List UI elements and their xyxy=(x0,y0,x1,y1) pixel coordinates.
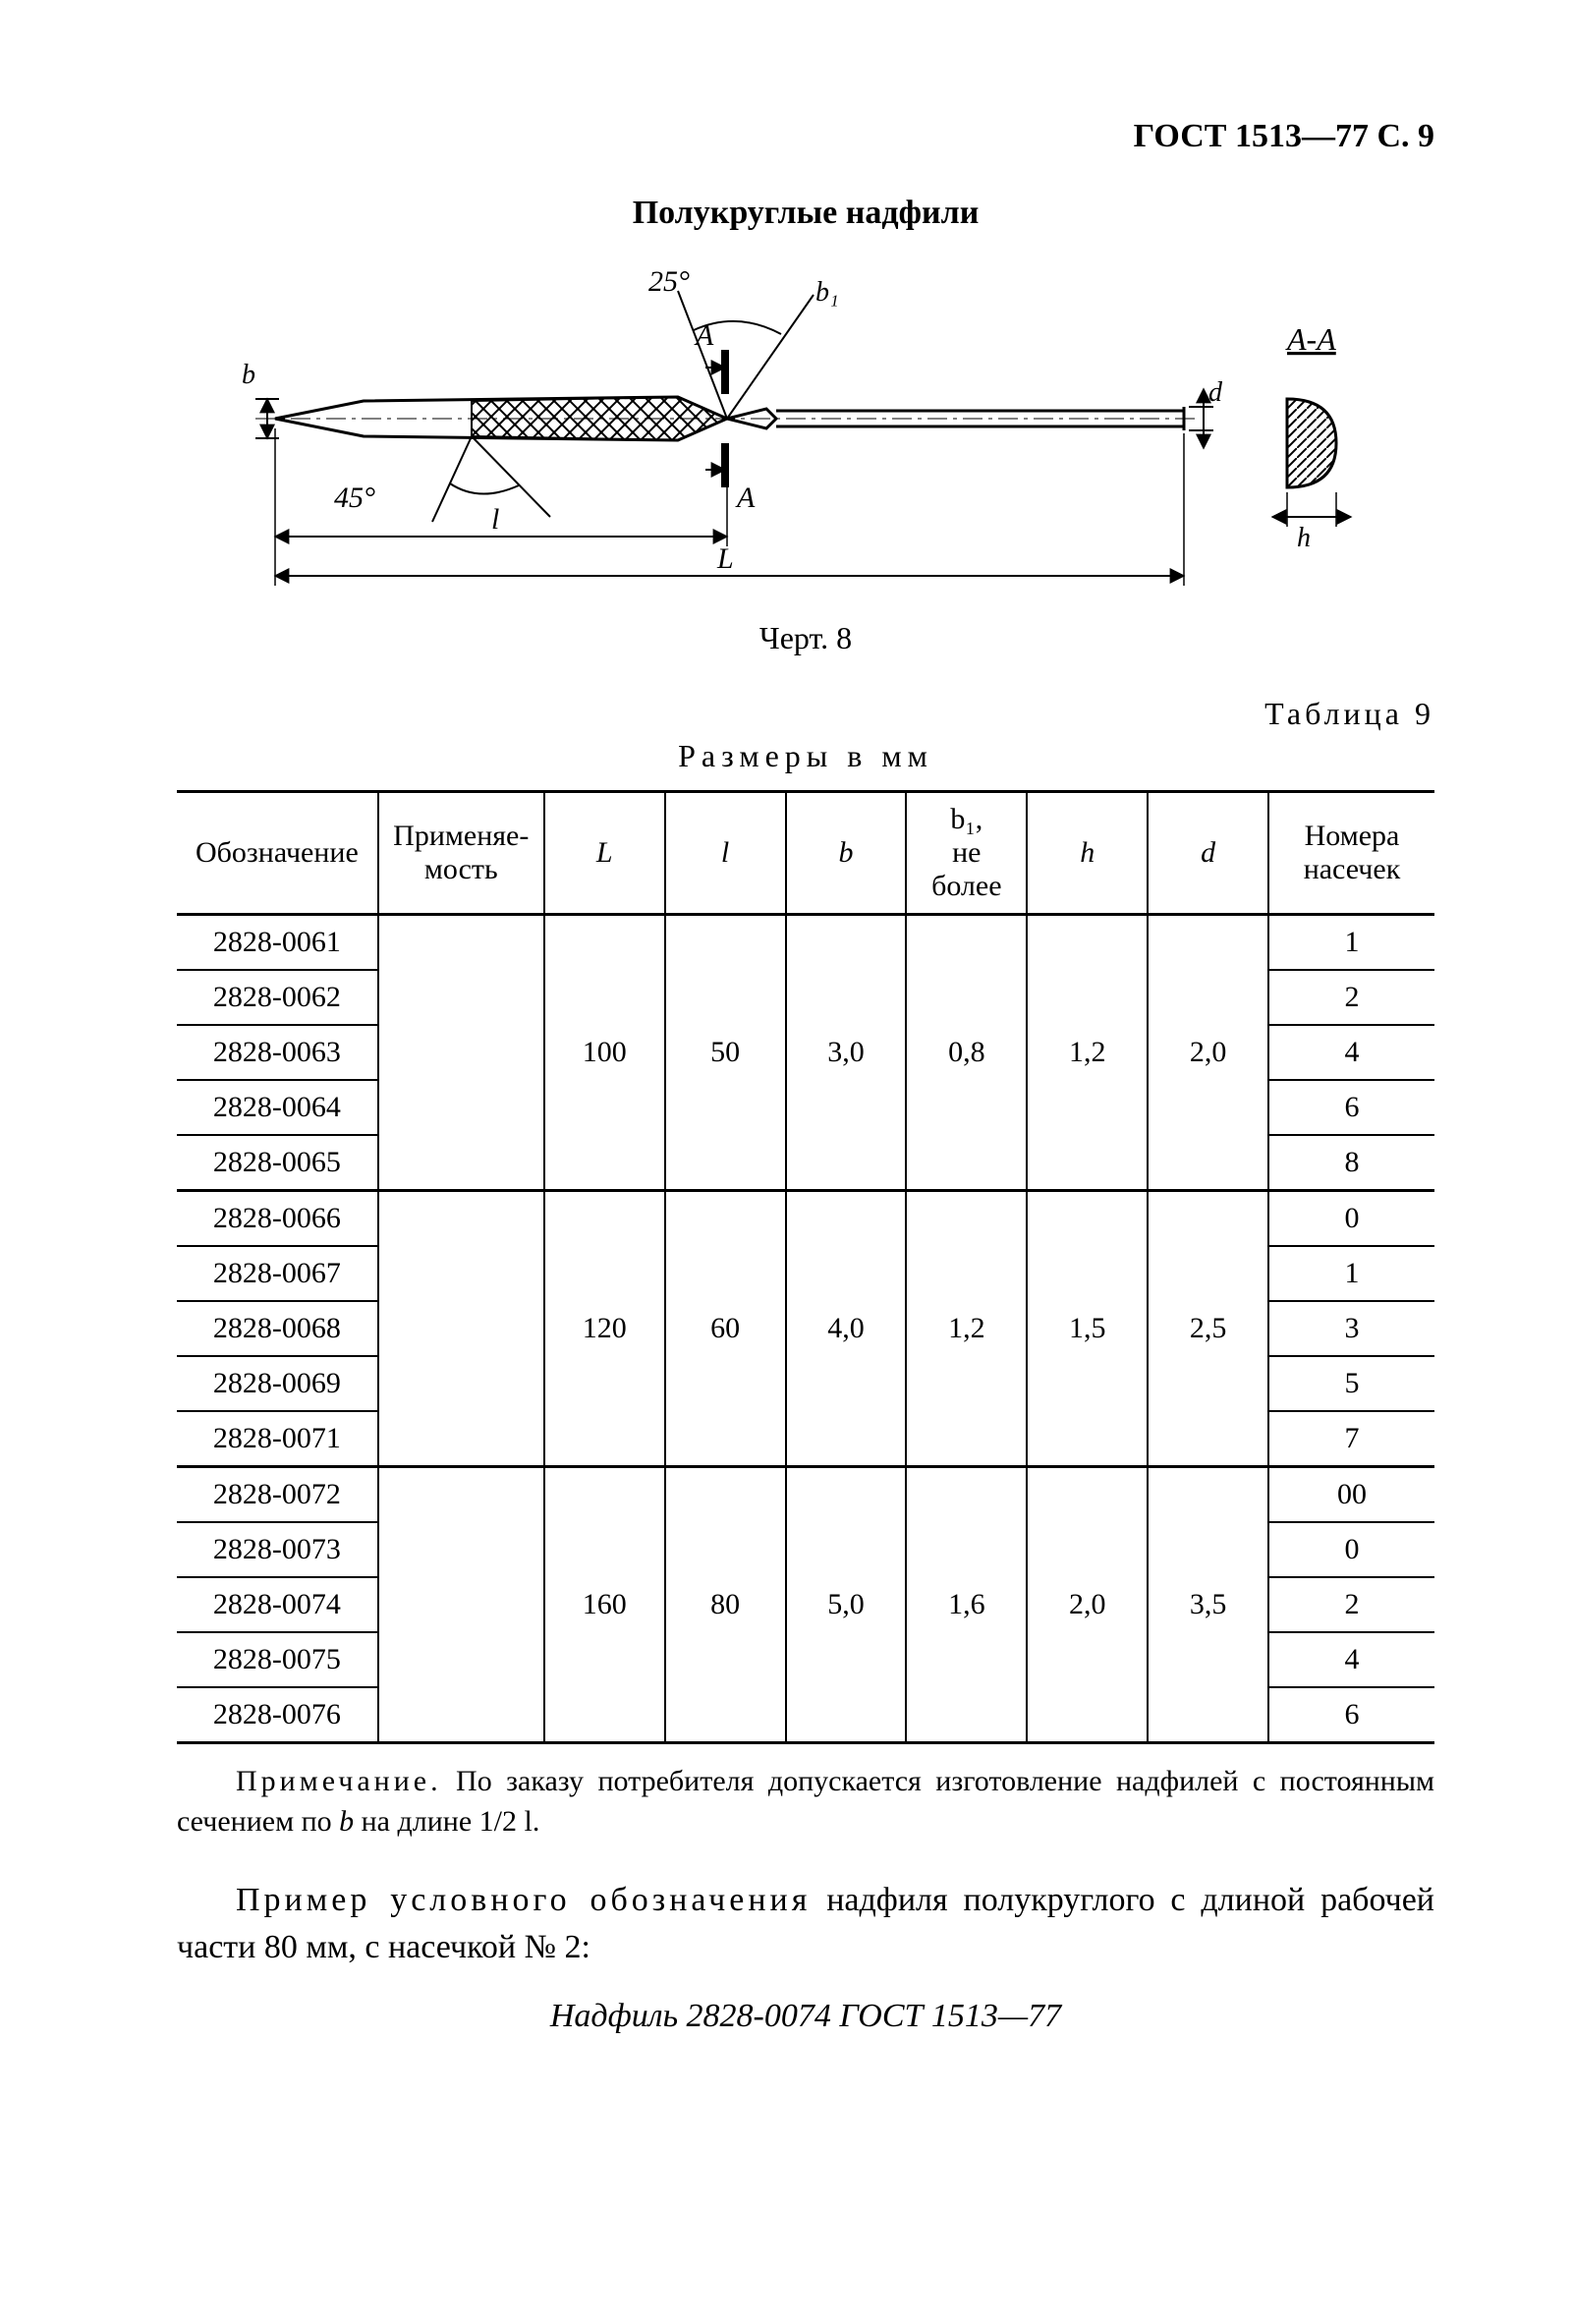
cell-oboz: 2828-0071 xyxy=(177,1411,378,1467)
dimensions-caption: Размеры в мм xyxy=(177,738,1434,774)
note-lead: Примечание. xyxy=(236,1765,442,1797)
dim-L-big: L xyxy=(716,542,734,575)
cell-oboz: 2828-0073 xyxy=(177,1522,378,1577)
cell-nas: 1 xyxy=(1268,915,1434,971)
cell-h: 2,0 xyxy=(1027,1467,1148,1743)
table-header-row: ОбозначениеПрименяе-мостьLlbb₁,неболееhd… xyxy=(177,792,1434,915)
cell-d: 2,5 xyxy=(1148,1191,1268,1467)
cell-l: 60 xyxy=(665,1191,786,1467)
cell-oboz: 2828-0062 xyxy=(177,970,378,1025)
cell-oboz: 2828-0067 xyxy=(177,1246,378,1301)
cell-d: 2,0 xyxy=(1148,915,1268,1191)
col-d: d xyxy=(1148,792,1268,915)
cell-nas: 1 xyxy=(1268,1246,1434,1301)
cell-b: 5,0 xyxy=(786,1467,907,1743)
cell-nas: 3 xyxy=(1268,1301,1434,1356)
cell-oboz: 2828-0061 xyxy=(177,915,378,971)
cell-nas: 5 xyxy=(1268,1356,1434,1411)
cell-nas: 2 xyxy=(1268,1577,1434,1632)
col-prim: Применяе-мость xyxy=(378,792,544,915)
cell-h: 1,2 xyxy=(1027,915,1148,1191)
cell-oboz: 2828-0063 xyxy=(177,1025,378,1080)
cell-nas: 6 xyxy=(1268,1080,1434,1135)
page-header: ГОСТ 1513—77 С. 9 xyxy=(177,118,1434,155)
technical-drawing: A A 25° b₁ 45° b d xyxy=(216,252,1395,610)
cell-nas: 0 xyxy=(1268,1191,1434,1247)
cell-nas: 2 xyxy=(1268,970,1434,1025)
designation-line: Надфиль 2828-0074 ГОСТ 1513—77 xyxy=(177,1998,1434,2035)
cell-nas: 6 xyxy=(1268,1687,1434,1743)
section-view-title: А-А xyxy=(1285,321,1336,357)
cell-oboz: 2828-0074 xyxy=(177,1577,378,1632)
dim-b1: b₁ xyxy=(815,277,839,308)
col-L: L xyxy=(544,792,665,915)
table-row: 2828-0072160805,01,62,03,500 xyxy=(177,1467,1434,1523)
cell-oboz: 2828-0065 xyxy=(177,1135,378,1191)
dim-l-small: l xyxy=(491,503,499,536)
cell-nas: 0 xyxy=(1268,1522,1434,1577)
col-b: b xyxy=(786,792,907,915)
cell-b1: 1,2 xyxy=(906,1191,1027,1467)
table-label: Таблица 9 xyxy=(177,696,1434,732)
angle-45: 45° xyxy=(334,482,375,514)
cell-nas: 00 xyxy=(1268,1467,1434,1523)
dim-d: d xyxy=(1208,377,1223,408)
cell-nas: 4 xyxy=(1268,1025,1434,1080)
cell-nas: 7 xyxy=(1268,1411,1434,1467)
cell-L: 160 xyxy=(544,1467,665,1743)
dim-b: b xyxy=(242,360,255,390)
col-oboz: Обозначение xyxy=(177,792,378,915)
cell-d: 3,5 xyxy=(1148,1467,1268,1743)
cell-oboz: 2828-0072 xyxy=(177,1467,378,1523)
cell-b1: 0,8 xyxy=(906,915,1027,1191)
cell-L: 100 xyxy=(544,915,665,1191)
angle-25: 25° xyxy=(648,265,690,298)
cell-oboz: 2828-0075 xyxy=(177,1632,378,1687)
cell-h: 1,5 xyxy=(1027,1191,1148,1467)
col-b1: b₁,неболее xyxy=(906,792,1027,915)
cell-prim xyxy=(378,1191,544,1467)
section-title: Полукруглые надфили xyxy=(177,195,1434,232)
section-mark-bottom: A xyxy=(735,482,756,514)
cell-b: 3,0 xyxy=(786,915,907,1191)
cell-prim xyxy=(378,1467,544,1743)
cell-l: 80 xyxy=(665,1467,786,1743)
cell-b1: 1,6 xyxy=(906,1467,1027,1743)
col-l: l xyxy=(665,792,786,915)
drawing-caption: Черт. 8 xyxy=(177,620,1434,656)
cell-l: 50 xyxy=(665,915,786,1191)
dimensions-table: ОбозначениеПрименяе-мостьLlbb₁,неболееhd… xyxy=(177,790,1434,1744)
table-row: 2828-0061100503,00,81,22,01 xyxy=(177,915,1434,971)
cell-oboz: 2828-0064 xyxy=(177,1080,378,1135)
cell-nas: 4 xyxy=(1268,1632,1434,1687)
table-row: 2828-0066120604,01,21,52,50 xyxy=(177,1191,1434,1247)
table-note: Примечание. По заказу потребителя допуск… xyxy=(177,1762,1434,1842)
note-var: b xyxy=(339,1805,354,1838)
cell-oboz: 2828-0066 xyxy=(177,1191,378,1247)
page: ГОСТ 1513—77 С. 9 Полукруглые надфили xyxy=(0,0,1572,2324)
col-h: h xyxy=(1027,792,1148,915)
cell-prim xyxy=(378,915,544,1191)
cell-b: 4,0 xyxy=(786,1191,907,1467)
cell-oboz: 2828-0069 xyxy=(177,1356,378,1411)
example-lead: Пример условного обозначения xyxy=(236,1882,811,1918)
cell-nas: 8 xyxy=(1268,1135,1434,1191)
cell-oboz: 2828-0068 xyxy=(177,1301,378,1356)
cell-L: 120 xyxy=(544,1191,665,1467)
dim-h: h xyxy=(1297,523,1311,553)
note-tail: на длине 1/2 l. xyxy=(354,1805,539,1838)
example-paragraph: Пример условного обозначения надфиля пол… xyxy=(177,1877,1434,1970)
cell-oboz: 2828-0076 xyxy=(177,1687,378,1743)
col-nas: Номеранасечек xyxy=(1268,792,1434,915)
